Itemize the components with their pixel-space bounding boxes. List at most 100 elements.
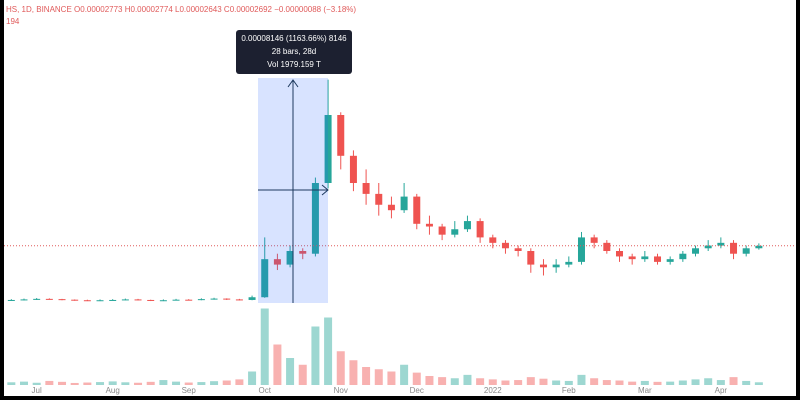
volume-bar [235, 379, 244, 385]
volume-bar [146, 381, 155, 385]
candle-body [362, 183, 370, 194]
volume-bar [222, 380, 231, 385]
candle-body [337, 115, 345, 156]
x-tick-label: Sep [182, 386, 197, 395]
volume-bar [400, 364, 409, 385]
candle-body [235, 299, 243, 301]
chart-panel [4, 0, 796, 396]
candle-body [565, 261, 573, 265]
candle-body [109, 299, 117, 301]
volume-bar [628, 381, 637, 385]
volume-bar [501, 380, 510, 385]
x-tick-label: Oct [259, 386, 272, 395]
candle-body [679, 253, 687, 260]
candle-body [7, 299, 15, 301]
x-tick-label: Apr [715, 386, 728, 395]
volume-bar [387, 371, 396, 385]
candle-body [33, 298, 41, 300]
candle-body [413, 196, 421, 224]
x-tick-label: Dec [410, 386, 424, 395]
candle-body [324, 115, 332, 183]
volume-bar [184, 382, 193, 385]
candle-body [527, 251, 535, 265]
volume-bar [159, 380, 168, 385]
candle-body [375, 193, 383, 205]
volume-bar [488, 379, 497, 385]
candle-body [552, 264, 560, 268]
candle-body [603, 242, 611, 251]
candle-body [514, 248, 522, 251]
volume-bar [514, 380, 523, 385]
measure-arrow-head [287, 79, 299, 88]
candle-body [654, 256, 662, 262]
volume-bar [754, 382, 763, 385]
candle-body [742, 248, 750, 254]
candle-body [58, 299, 66, 301]
volume-bar [678, 380, 687, 385]
candle-body [489, 237, 497, 243]
volume-bar [552, 380, 561, 385]
candle-body [147, 299, 155, 301]
x-tick-label: 2022 [484, 386, 502, 395]
candle-body [210, 298, 218, 300]
candle-body [159, 300, 167, 302]
candle-body [45, 298, 53, 300]
volume-bar [70, 382, 79, 385]
candle-body [590, 237, 598, 243]
tooltip [236, 30, 352, 74]
volume-bar [349, 360, 358, 385]
volume-bar [20, 381, 29, 385]
volume-bar [716, 380, 725, 385]
volume-bar [476, 378, 485, 385]
candle-body [71, 299, 79, 301]
candle-body [349, 155, 357, 183]
volume-bar [248, 371, 257, 385]
volume-bar [311, 326, 320, 385]
candle-body [463, 221, 471, 230]
chart-title: HS, 1D, BINANCE O0.00002773 H0.00002774 … [6, 5, 356, 14]
volume-bar [298, 364, 307, 385]
volume-bar [526, 377, 535, 385]
candle-body [400, 196, 408, 211]
x-tick-label: Aug [106, 386, 120, 395]
candle-body [311, 183, 319, 254]
candle-body [641, 256, 649, 260]
volume-bar [121, 382, 130, 385]
candle-body [451, 229, 459, 235]
plot [4, 79, 796, 385]
volume-bar [134, 382, 143, 385]
x-tick-label: Feb [562, 386, 576, 395]
volume-bar [729, 377, 738, 385]
candle-body [172, 299, 180, 301]
candle-body [425, 223, 433, 227]
volume-bar [58, 381, 67, 385]
candle-body [387, 204, 395, 211]
chart-subtitle: 194 [6, 17, 20, 26]
candle-body [577, 237, 585, 262]
volume-bar [640, 380, 649, 385]
volume-bar [83, 382, 92, 385]
tooltip-line: 0.00008146 (1163.66%) 8146 [241, 34, 347, 43]
candle-body [755, 245, 763, 249]
candle-body [223, 298, 231, 300]
x-tick-label: Mar [638, 386, 652, 395]
volume-bar [286, 358, 295, 385]
candle-body [438, 226, 446, 235]
volume-bar [172, 381, 181, 385]
candle-body [261, 259, 269, 298]
candle-body [121, 299, 129, 301]
volume-bar [539, 378, 548, 385]
candle-body [717, 242, 725, 246]
volume-bar [324, 317, 333, 385]
volume-bar [362, 367, 371, 385]
volume-bar [210, 381, 219, 385]
volume-bar [45, 380, 54, 385]
volume-bar [450, 378, 459, 385]
volume-bar [438, 377, 447, 385]
volume-bar [374, 369, 383, 385]
volume-bar [742, 380, 751, 385]
candle-body [286, 251, 294, 265]
volume-bar [602, 380, 611, 385]
volume-bar [463, 374, 472, 385]
candle-body [248, 297, 256, 300]
